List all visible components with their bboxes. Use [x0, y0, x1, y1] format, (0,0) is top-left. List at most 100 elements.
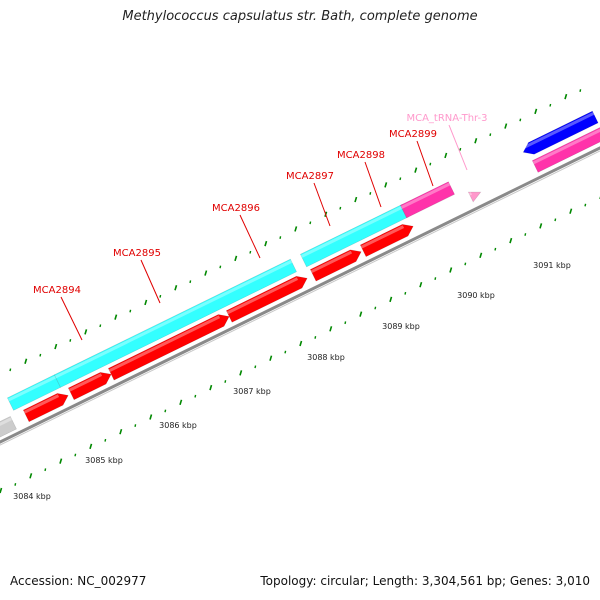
ticks-outer-tick	[549, 103, 552, 107]
ticks-inner-tick	[269, 355, 273, 361]
backbone-line	[0, 146, 600, 444]
ticks-outer-tick	[249, 250, 252, 254]
ticks-inner-tick	[299, 340, 303, 347]
feature-magenta-4-highlight	[400, 182, 451, 209]
ticks-outer-tick	[159, 294, 162, 298]
ticks-outer-tick	[534, 108, 538, 115]
ticks-outer-tick	[309, 221, 312, 225]
feature-cyan-1-highlight	[7, 375, 57, 402]
ticks-inner-tick	[74, 453, 77, 457]
feature-magenta-4	[399, 181, 455, 219]
tick-label-3088: 3088 kbp	[307, 353, 345, 362]
outer-tick-ring	[9, 89, 582, 372]
ticks-outer-tick	[474, 138, 478, 144]
ticks-inner-tick	[419, 281, 423, 288]
ticks-outer-tick	[84, 329, 88, 335]
ticks-outer-tick	[459, 147, 462, 151]
feature-cyan-2-highlight	[54, 260, 293, 379]
ticks-outer-tick	[9, 368, 12, 372]
ticks-inner-tick	[314, 335, 317, 339]
feature-mca_trna-thr-3-highlight	[468, 191, 473, 196]
ticks-outer-tick	[519, 118, 522, 122]
feature-mca2899-highlight	[360, 225, 405, 249]
gene-label-mca2895: MCA2895	[113, 248, 161, 259]
feature-magenta2-13	[531, 127, 600, 173]
leader-mca2899	[416, 140, 434, 187]
feature-mca2894	[22, 393, 69, 423]
tick-label-3086: 3086 kbp	[159, 421, 197, 430]
ticks-outer-tick	[174, 285, 178, 291]
ticks-outer-tick	[114, 314, 118, 320]
feature-mca2897-highlight	[226, 277, 299, 315]
ticks-inner-tick	[374, 306, 377, 310]
ticks-outer-tick	[189, 280, 192, 284]
ticks-inner-tick	[449, 267, 453, 273]
ticks-outer-tick	[54, 343, 58, 350]
feature-blue-12	[522, 110, 599, 155]
ticks-outer-tick	[24, 358, 28, 364]
ticks-outer-tick	[579, 89, 582, 92]
ticks-inner-tick	[539, 223, 543, 229]
ticks-outer-tick	[144, 299, 148, 306]
leader-mca2897	[313, 182, 331, 227]
feature-grey-0	[0, 416, 17, 438]
feature-mca2898	[309, 249, 362, 282]
ticks-outer-tick	[234, 255, 238, 262]
ticks-inner-tick	[359, 311, 363, 317]
ticks-inner-tick	[389, 296, 393, 303]
ticks-outer-tick	[384, 182, 388, 188]
ticks-inner-tick	[0, 487, 3, 494]
ticks-inner-tick	[494, 247, 497, 251]
feature-magenta2-13-highlight	[532, 128, 600, 165]
ticks-outer-tick	[264, 240, 268, 247]
ticks-inner-tick	[149, 414, 153, 420]
feature-blue-12-highlight	[520, 112, 595, 151]
feature-mca2895-highlight	[68, 373, 103, 392]
tick-label-3085: 3085 kbp	[85, 456, 123, 465]
feature-mca_trna-thr-3	[467, 191, 482, 203]
ticks-outer-tick	[399, 177, 402, 181]
gene-label-mca2898: MCA2898	[337, 150, 385, 161]
feature-mca2896-highlight	[108, 315, 221, 373]
ticks-inner-tick	[194, 394, 197, 398]
ticks-outer-tick	[354, 196, 358, 203]
ticks-inner-tick	[239, 370, 243, 376]
tick-label-3091: 3091 kbp	[533, 261, 571, 270]
tick-label-3089: 3089 kbp	[382, 322, 420, 331]
ticks-outer-tick	[39, 353, 42, 357]
feature-cyan-3-highlight	[300, 205, 405, 258]
inner-tick-ring	[0, 196, 600, 494]
ticks-inner-tick	[224, 380, 227, 383]
ticks-inner-tick	[179, 399, 183, 406]
ticks-inner-tick	[44, 468, 47, 472]
ticks-outer-tick	[99, 324, 102, 328]
map-title: Methylococcus capsulatus str. Bath, comp…	[122, 9, 478, 24]
tick-label-3087: 3087 kbp	[233, 387, 271, 396]
ticks-outer-tick	[339, 206, 342, 210]
ticks-inner-tick	[104, 438, 107, 442]
ticks-inner-tick	[434, 277, 437, 281]
ticks-inner-tick	[524, 233, 527, 236]
accession-text: Accession: NC_002977	[10, 574, 147, 588]
gene-label-mca2897: MCA2897	[286, 171, 334, 182]
feature-mca2896	[107, 314, 230, 381]
ticks-outer-tick	[429, 162, 432, 166]
ticks-outer-tick	[369, 192, 372, 195]
feature-track	[0, 110, 600, 438]
tick-label-3090: 3090 kbp	[457, 291, 495, 300]
ticks-inner-tick	[284, 350, 287, 354]
leader-mca2898	[364, 161, 382, 208]
leader-mca2895	[140, 259, 161, 304]
ticks-inner-tick	[329, 326, 333, 332]
feature-grey-0-highlight	[0, 417, 13, 426]
backbone-shadow	[0, 150, 600, 446]
ticks-inner-tick	[584, 203, 587, 207]
ticks-outer-tick	[219, 265, 222, 269]
feature-cyan-2	[53, 258, 297, 388]
ticks-outer-tick	[204, 270, 208, 276]
ticks-inner-tick	[479, 252, 483, 259]
ticks-inner-tick	[209, 384, 213, 391]
ticks-inner-tick	[554, 218, 557, 222]
